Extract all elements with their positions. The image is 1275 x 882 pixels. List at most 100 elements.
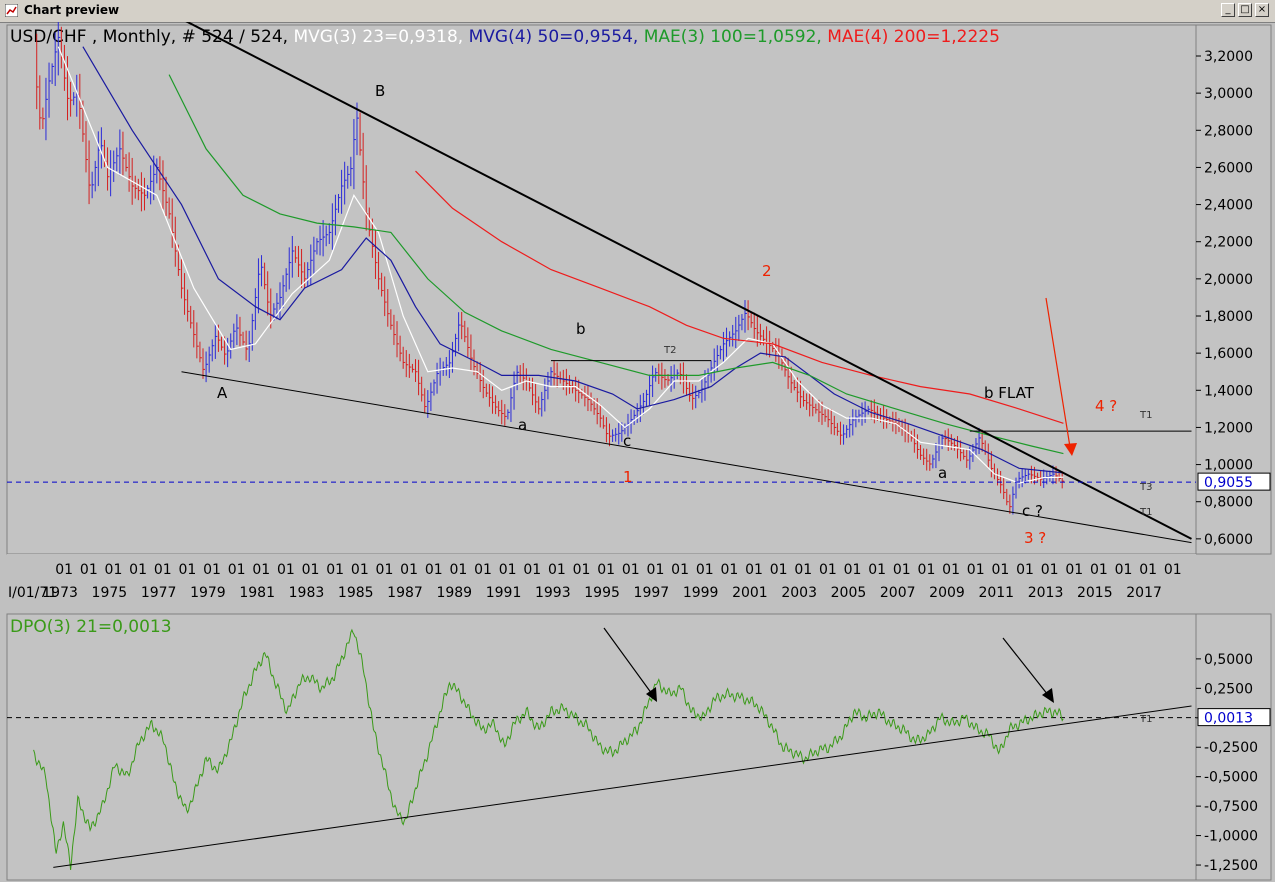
time-tick-month: 01 — [499, 562, 517, 578]
trend-label-T1-lower: T1 — [1139, 507, 1152, 518]
time-tick-month: 01 — [252, 562, 270, 578]
wave-label-a2: a — [938, 464, 947, 482]
header-mae3: MAE(3) 100=1,0592, — [644, 27, 822, 47]
dpo-tick-label: -1,2500 — [1204, 858, 1258, 874]
time-tick-month: 01 — [376, 562, 394, 578]
mvg23-line — [57, 46, 1064, 484]
time-tick-year: 1975 — [92, 585, 128, 601]
close-button[interactable]: × — [1255, 3, 1269, 17]
time-tick-year: 1981 — [239, 585, 275, 601]
price-tick-label: 2,8000 — [1204, 123, 1253, 139]
header-symbol: USD/CHF , Monthly, # 524 / 524, — [10, 27, 288, 47]
time-tick-month: 01 — [1041, 562, 1059, 578]
time-tick-month: 01 — [1139, 562, 1157, 578]
time-tick-year: 1991 — [486, 585, 522, 601]
dpo-trend-label-T1: T1 — [1139, 714, 1152, 725]
time-tick-month: 01 — [154, 562, 172, 578]
time-tick-month: 01 — [302, 562, 320, 578]
wave-label-B: B — [375, 82, 385, 100]
time-tick-month: 01 — [425, 562, 443, 578]
wave-label-b: b — [576, 320, 586, 338]
time-tick-month: 01 — [1115, 562, 1133, 578]
time-tick-month: 01 — [918, 562, 936, 578]
time-tick-month: 01 — [129, 562, 147, 578]
minimize-button[interactable]: _ — [1221, 3, 1235, 17]
time-tick-month: 01 — [203, 562, 221, 578]
time-tick-month: 01 — [868, 562, 886, 578]
time-tick-month: 01 — [745, 562, 763, 578]
time-tick-month: 01 — [573, 562, 591, 578]
price-tick-label: 1,2000 — [1204, 420, 1253, 436]
time-tick-year: 2013 — [1028, 585, 1064, 601]
wave-label-2: 2 — [762, 262, 772, 280]
price-tick-label: 1,4000 — [1204, 383, 1253, 399]
price-tick-label: 1,6000 — [1204, 346, 1253, 362]
time-tick-month: 01 — [1090, 562, 1108, 578]
time-tick-month: 01 — [277, 562, 295, 578]
time-axis: 01 01 01 01 01 01 01 01 01 01 01 01 01 01 01 01 01 01 01 01… — [8, 562, 1182, 601]
time-tick-year: 2009 — [929, 585, 965, 601]
trend-label-T3: T3 — [1139, 482, 1152, 493]
time-tick-year: 1983 — [289, 585, 325, 601]
wave-label-A: A — [217, 384, 228, 402]
upper-trendline — [185, 22, 1192, 540]
dpo-trendline — [53, 705, 1192, 868]
time-tick-month: 01 — [1016, 562, 1034, 578]
wave-label-c: c — [623, 432, 631, 450]
price-tick-label: 2,6000 — [1204, 160, 1253, 176]
dpo-tick-label: 0,2500 — [1204, 681, 1253, 697]
time-tick-month: 01 — [1164, 562, 1182, 578]
time-tick-year: 2017 — [1126, 585, 1162, 601]
dpo-tick-label: -0,2500 — [1204, 740, 1258, 756]
time-tick-month: 01 — [178, 562, 196, 578]
wave-label-3: 3 ? — [1024, 529, 1046, 547]
price-panel — [6, 24, 1197, 555]
time-tick-month: 01 — [991, 562, 1009, 578]
forecast-arrowhead — [1064, 443, 1077, 456]
time-tick-year: 2007 — [880, 585, 916, 601]
price-tick-label: 3,2000 — [1204, 49, 1253, 65]
header-mae4: MAE(4) 200=1,2225 — [827, 27, 1000, 47]
time-tick-month: 01 — [597, 562, 615, 578]
dpo-tick-label: -0,7500 — [1204, 799, 1258, 815]
price-tick-label: 2,2000 — [1204, 235, 1253, 251]
time-tick-year: 1997 — [634, 585, 670, 601]
chart-canvas: USD/CHF , Monthly, # 524 / 524, MVG(3) 2… — [6, 22, 1272, 881]
time-tick-month: 01 — [80, 562, 98, 578]
maximize-button[interactable]: □ — [1238, 3, 1252, 17]
time-tick-month: 01 — [770, 562, 788, 578]
header-mvg3: MVG(3) 23=0,9318, — [293, 27, 463, 47]
time-tick-month: 01 — [647, 562, 665, 578]
time-tick-month: 01 — [819, 562, 837, 578]
dpo-arrowhead-left — [646, 687, 657, 702]
time-tick-year: 2003 — [781, 585, 817, 601]
dpo-line-group — [33, 628, 1192, 871]
time-tick-month: 01 — [893, 562, 911, 578]
time-tick-year: 1999 — [683, 585, 719, 601]
dpo-axis-ticks: 0,50000,25000,0000-0,2500-0,5000-0,7500-… — [1196, 652, 1258, 874]
time-tick-month: 01 — [105, 562, 123, 578]
time-tick-month: 01 — [967, 562, 985, 578]
price-axis-panel — [1195, 24, 1272, 555]
time-tick-month: 01 — [400, 562, 418, 578]
wave-label-4: 4 ? — [1095, 397, 1117, 415]
time-tick-month: 01 — [844, 562, 862, 578]
time-tick-month: 01 — [696, 562, 714, 578]
price-tick-label: 2,4000 — [1204, 198, 1253, 214]
time-tick-month: 01 — [1065, 562, 1083, 578]
time-tick-month: 01 — [794, 562, 812, 578]
wave-label-a: a — [518, 416, 527, 434]
wave-label-1: 1 — [623, 468, 633, 486]
dpo-current-box — [1197, 708, 1271, 727]
price-tick-label: 2,0000 — [1204, 272, 1253, 288]
time-tick-year: 1979 — [190, 585, 226, 601]
time-tick-month: 01 — [351, 562, 369, 578]
time-tick-month: 01 — [671, 562, 689, 578]
time-tick-year: 1995 — [584, 585, 620, 601]
header-mvg4: MVG(4) 50=0,9554, — [469, 27, 639, 47]
time-tick-year: 1973 — [42, 585, 78, 601]
trend-label-T1: T1 — [1139, 410, 1152, 421]
wave-label-b-flat: b FLAT — [984, 384, 1035, 402]
time-tick-month: 01 — [449, 562, 467, 578]
price-tick-label: 0,6000 — [1204, 532, 1253, 548]
